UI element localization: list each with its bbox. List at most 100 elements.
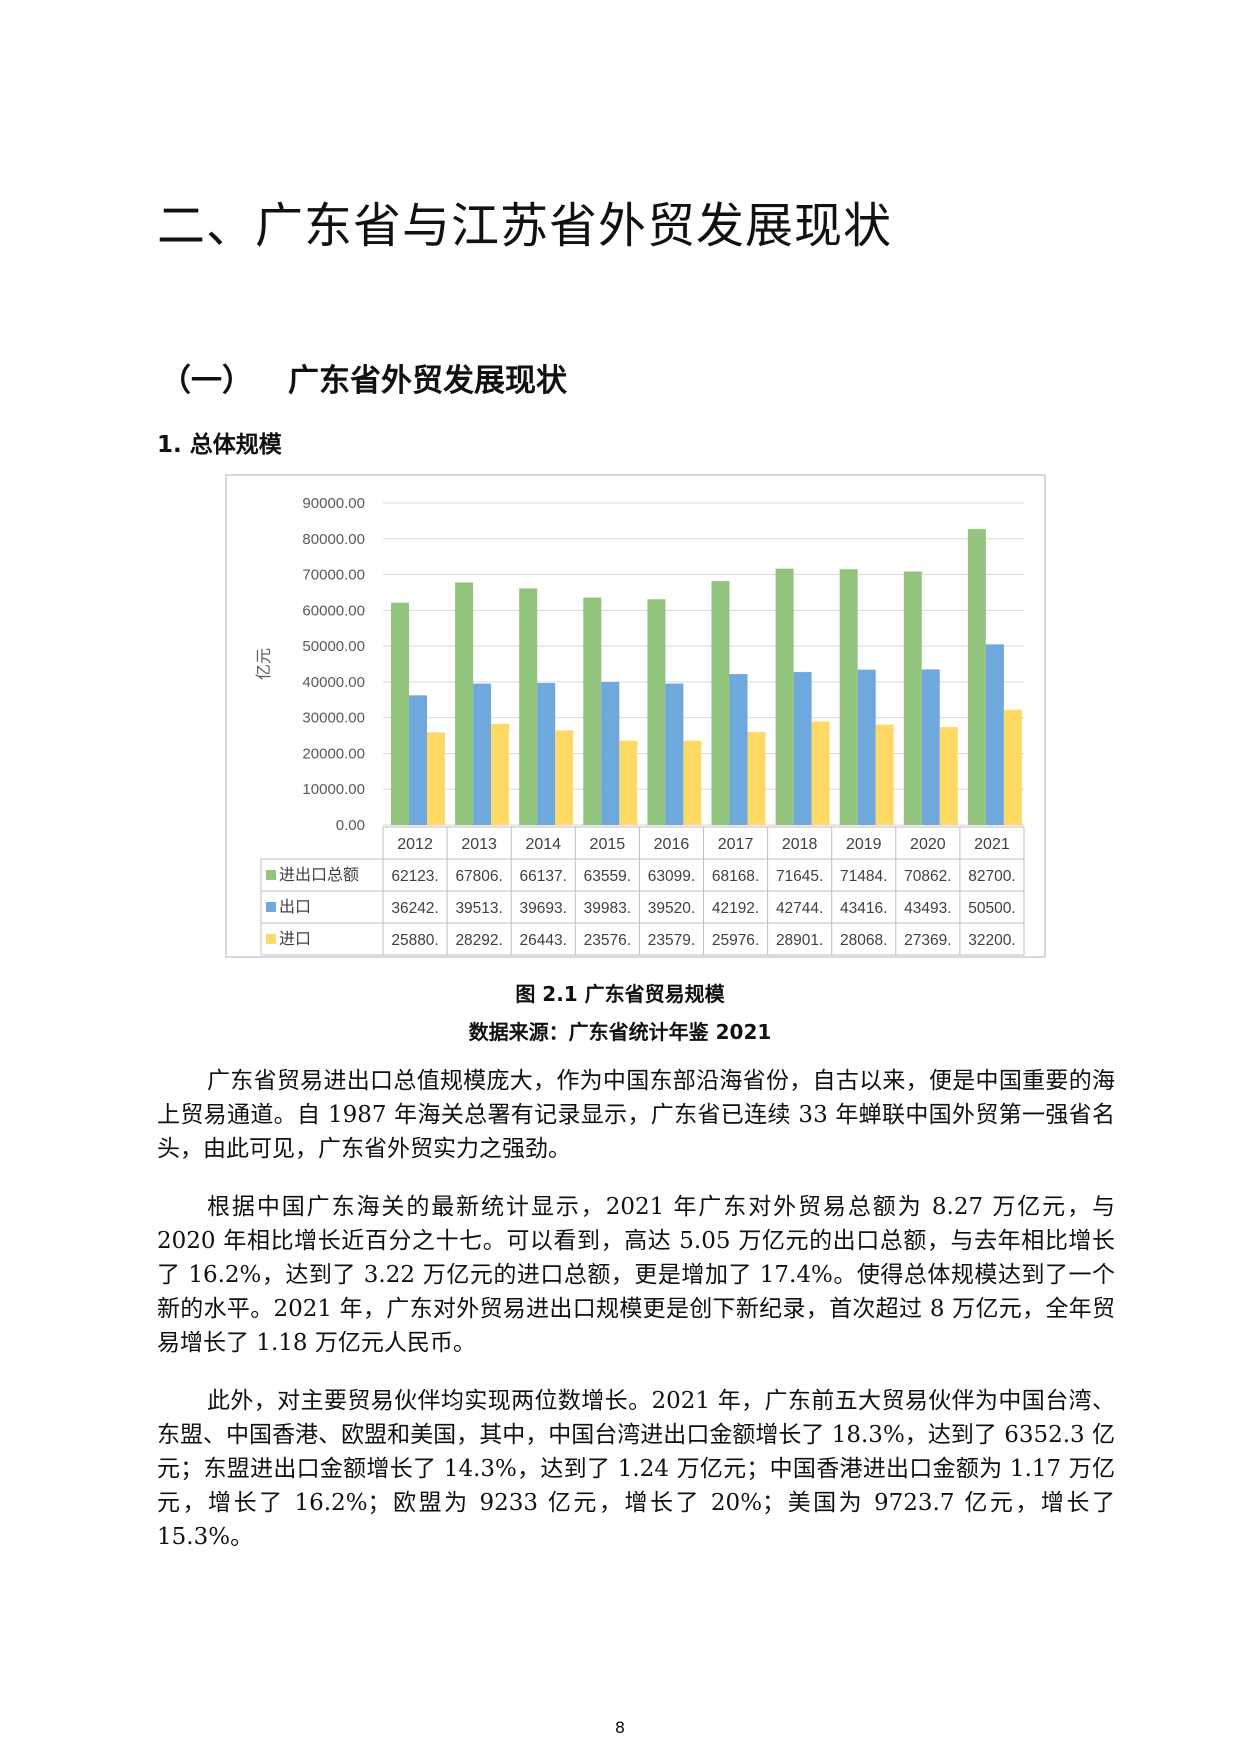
page-number: 8 [614, 1718, 626, 1737]
bar-出口-2019 [857, 669, 876, 825]
bar-进出口总额-2014 [519, 588, 538, 825]
table-cell-value: 26443. [520, 932, 567, 949]
table-cell-value: 28292. [455, 932, 502, 949]
table-cell-value: 42744. [776, 900, 823, 917]
paragraph-2: 根据中国广东海关的最新统计显示，2021 年广东对外贸易总额为 8.27 万亿元… [157, 1194, 1115, 1356]
x-tick-label: 2013 [461, 836, 497, 853]
bar-出口-2015 [601, 681, 620, 825]
table-cell-value: 39513. [455, 900, 502, 917]
table-cell-value: 43493. [904, 900, 951, 917]
bar-进口-2013 [491, 723, 510, 825]
bar-出口-2013 [473, 683, 492, 825]
x-tick-label: 2012 [397, 836, 433, 853]
table-cell-value: 70862. [904, 868, 951, 885]
bar-进口-2020 [939, 727, 958, 825]
bar-进出口总额-2016 [647, 599, 666, 825]
table-cell-value: 42192. [712, 900, 759, 917]
x-tick-label: 2020 [910, 836, 946, 853]
subsection-heading: 1. 总体规模 [157, 432, 282, 458]
bar-进口-2019 [875, 724, 894, 825]
bar-进口-2016 [683, 740, 702, 825]
y-tick-label: 60000.00 [302, 602, 365, 619]
page-heading: 二、广东省与江苏省外贸发展现状 [157, 198, 893, 254]
y-tick-label: 90000.00 [302, 495, 365, 512]
table-cell-value: 71484. [840, 868, 887, 885]
section-number: （一） [160, 363, 253, 399]
table-cell-value: 82700. [968, 868, 1015, 885]
table-cell-value: 63099. [648, 868, 695, 885]
paragraph-3: 此外，对主要贸易伙伴均实现两位数增长。2021 年，广东前五大贸易伙伴为中国台湾… [157, 1388, 1115, 1550]
bar-进出口总额-2021 [967, 529, 986, 825]
bar-出口-2018 [793, 672, 812, 825]
legend-key-进出口总额 [266, 870, 276, 880]
table-cell-value: 67806. [455, 868, 502, 885]
bar-进出口总额-2012 [391, 602, 409, 825]
table-cell-value: 43416. [840, 900, 887, 917]
paragraph-1: 广东省贸易进出口总值规模庞大，作为中国东部沿海省份，自古以来，便是中国重要的海上… [157, 1068, 1115, 1162]
table-cell-value: 28068. [840, 932, 887, 949]
y-axis-label: 亿元 [255, 648, 273, 680]
figure-source: 数据来源：广东省统计年鉴 2021 [468, 1020, 772, 1044]
legend-label: 出口 [279, 898, 311, 916]
table-cell-value: 39693. [520, 900, 567, 917]
bar-出口-2020 [921, 669, 940, 825]
bar-进出口总额-2019 [839, 569, 858, 825]
figure-caption: 图 2.1 广东省贸易规模 [515, 982, 725, 1006]
legend-label: 进口 [279, 930, 311, 948]
table-cell-value: 66137. [520, 868, 567, 885]
table-cell-value: 50500. [968, 900, 1015, 917]
table-cell-value: 36242. [391, 900, 438, 917]
x-tick-label: 2017 [718, 836, 754, 853]
bar-出口-2021 [985, 644, 1004, 825]
bar-进出口总额-2015 [583, 597, 602, 825]
bar-进出口总额-2013 [455, 582, 474, 825]
table-cell-value: 68168. [712, 868, 759, 885]
bar-进口-2012 [427, 732, 445, 825]
table-cell-value: 23579. [648, 932, 695, 949]
table-cell-value: 71645. [776, 868, 823, 885]
table-cell-value: 62123. [391, 868, 438, 885]
bar-进出口总额-2020 [903, 571, 922, 825]
table-cell-value: 63559. [584, 868, 631, 885]
bar-进口-2021 [1003, 709, 1022, 825]
bar-进口-2014 [555, 730, 574, 825]
table-cell-value: 25976. [712, 932, 759, 949]
x-tick-label: 2014 [525, 836, 561, 853]
legend-label: 进出口总额 [279, 866, 359, 884]
x-tick-label: 2016 [654, 836, 690, 853]
table-cell-value: 27369. [904, 932, 951, 949]
section-heading: （一） 广东省外贸发展现状 [160, 355, 567, 400]
y-tick-label: 10000.00 [302, 781, 365, 798]
y-tick-label: 0.00 [336, 817, 365, 834]
table-cell-value: 39983. [584, 900, 631, 917]
bar-进出口总额-2018 [775, 568, 794, 825]
bar-出口-2017 [729, 674, 748, 825]
trade-scale-chart: 0.00 10000.00 20000.00 30000.00 40000.00 5000… [225, 474, 1046, 958]
y-tick-label: 80000.00 [302, 531, 365, 548]
bar-进出口总额-2017 [711, 581, 730, 825]
bar-出口-2012 [409, 695, 427, 825]
y-tick-label: 30000.00 [302, 710, 365, 727]
x-tick-label: 2021 [974, 836, 1010, 853]
y-tick-label: 70000.00 [302, 567, 365, 584]
table-cell-value: 28901. [776, 932, 823, 949]
table-cell-value: 32200. [968, 932, 1015, 949]
bar-进口-2015 [619, 740, 638, 825]
table-cell-value: 23576. [584, 932, 631, 949]
bar-出口-2016 [665, 683, 684, 825]
chart-svg: 0.00 10000.00 20000.00 30000.00 40000.00 5000… [255, 495, 1025, 956]
bar-进口-2017 [747, 732, 766, 825]
x-tick-label: 2015 [590, 836, 626, 853]
legend-key-出口 [266, 902, 276, 912]
table-cell-value: 39520. [648, 900, 695, 917]
table-cell-value: 25880. [391, 932, 438, 949]
x-tick-label: 2018 [782, 836, 818, 853]
x-tick-label: 2019 [846, 836, 882, 853]
bar-出口-2014 [537, 682, 556, 825]
section-title: 广东省外贸发展现状 [288, 363, 567, 399]
y-tick-label: 20000.00 [302, 745, 365, 762]
y-tick-label: 50000.00 [302, 638, 365, 655]
y-tick-label: 40000.00 [302, 674, 365, 691]
legend-key-进口 [266, 934, 276, 944]
bar-进口-2018 [811, 721, 830, 825]
